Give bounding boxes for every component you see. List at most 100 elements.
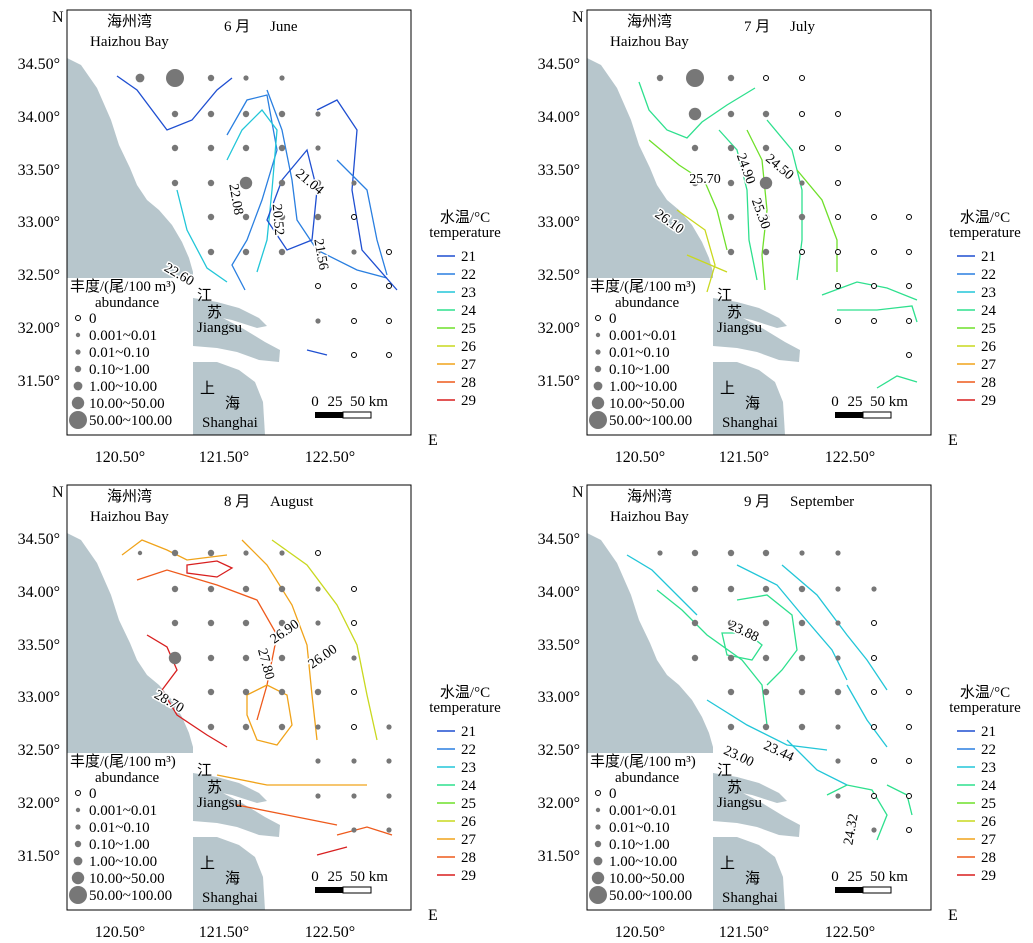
- temp-legend-label: 21: [461, 724, 476, 740]
- station-dot: [763, 75, 769, 81]
- scale-tick: 0: [311, 394, 319, 410]
- station-dot: [207, 144, 215, 152]
- station-dot: [315, 550, 321, 556]
- isotherm-line: [706, 699, 828, 751]
- station-dot: [386, 283, 392, 289]
- station-dot: [242, 585, 250, 593]
- bay-name-en: Haizhou Bay: [90, 509, 169, 525]
- station-dot: [351, 180, 357, 186]
- isotherm-line: [226, 94, 278, 291]
- station-dot: [798, 688, 806, 696]
- abundance-legend-box: [67, 753, 193, 910]
- map-frame: [586, 484, 932, 911]
- temp-legend-label: 29: [461, 393, 476, 409]
- station-dot: [242, 110, 250, 118]
- temp-legend-label: 25: [981, 796, 996, 812]
- station-dot: [207, 654, 215, 662]
- station-dot: [386, 249, 392, 255]
- temp-legend-label: 22: [461, 267, 476, 283]
- province-zh: 江: [197, 287, 212, 304]
- scale-bar-black: [835, 887, 863, 893]
- station-dot: [835, 586, 841, 592]
- legend-dot: [589, 411, 607, 429]
- scale-tick: 0: [311, 869, 319, 885]
- station-dot: [762, 549, 770, 557]
- legend-dot: [75, 349, 81, 355]
- station-dot: [243, 550, 249, 556]
- province-en: Jiangsu: [197, 795, 243, 811]
- legend-dot: [73, 381, 83, 391]
- isotherm-line: [648, 139, 728, 251]
- yangtze-north-bank: [193, 773, 267, 803]
- isotherm-label: 20.52: [269, 203, 287, 236]
- isotherm-line: [306, 349, 328, 356]
- temp-legend-label: 21: [981, 724, 996, 740]
- abundance-class-label: 1.00~10.00: [609, 379, 677, 395]
- station-dot: [351, 689, 357, 695]
- legend-dot: [71, 396, 85, 410]
- station-dot: [835, 111, 841, 117]
- station-dot: [243, 75, 249, 81]
- station-dot: [871, 318, 877, 324]
- isotherm-line: [736, 564, 848, 681]
- station-dot: [835, 318, 841, 324]
- longitude-label: 120.50°: [95, 924, 145, 941]
- isotherm-line: [766, 119, 803, 281]
- isotherm-line: [271, 539, 378, 741]
- station-dot: [871, 724, 877, 730]
- station-dot: [799, 75, 805, 81]
- abundance-class-label: 50.00~100.00: [89, 888, 172, 904]
- city-en: Shanghai: [722, 890, 778, 906]
- legend-dot: [73, 856, 83, 866]
- isotherm-line: [336, 826, 393, 836]
- isotherm-line: [226, 109, 278, 273]
- station-dot: [351, 586, 357, 592]
- isotherm-line: [246, 684, 293, 746]
- station-dot: [171, 549, 179, 557]
- abundance-legend-subtitle: abundance: [615, 295, 679, 311]
- temp-legend-label: 25: [981, 321, 996, 337]
- temp-legend-label: 29: [981, 868, 996, 884]
- station-dot: [871, 758, 877, 764]
- province-zh: 苏: [727, 304, 742, 321]
- legend-dot: [71, 871, 85, 885]
- station-dot: [762, 213, 770, 221]
- month-en: July: [790, 19, 816, 35]
- shanghai-land: [193, 837, 265, 910]
- temp-legend-title: 水温/°C: [960, 209, 1010, 226]
- temp-legend-label: 27: [981, 832, 997, 848]
- station-dot: [207, 248, 215, 256]
- temp-legend-label: 26: [981, 814, 997, 830]
- station-dot: [834, 688, 842, 696]
- station-dot: [242, 723, 250, 731]
- longitude-label: 121.50°: [719, 449, 769, 466]
- temp-legend-label: 21: [981, 249, 996, 265]
- station-dot: [835, 793, 841, 799]
- abundance-legend-title: 丰度/(尾/100 m³): [590, 753, 696, 770]
- isotherm-label: 24.90: [733, 151, 758, 186]
- abundance-class-label: 0: [89, 311, 97, 327]
- longitude-label: 122.50°: [305, 924, 355, 941]
- abundance-class-label: 0: [609, 311, 617, 327]
- province-en: Jiangsu: [717, 795, 763, 811]
- abundance-class-label: 10.00~50.00: [609, 396, 685, 412]
- longitude-label: 121.50°: [199, 449, 249, 466]
- station-dot: [835, 180, 841, 186]
- station-dot: [871, 827, 877, 833]
- scale-bar-white: [862, 886, 892, 894]
- isotherm-line: [746, 129, 768, 291]
- isotherm-line: [316, 99, 398, 291]
- station-dot: [207, 688, 215, 696]
- station-dot: [278, 619, 286, 627]
- legend-dot: [591, 871, 605, 885]
- station-dot: [278, 179, 286, 187]
- temp-legend-label: 23: [981, 285, 996, 301]
- latitude-label: 31.50°: [538, 848, 580, 865]
- station-dot: [278, 248, 286, 256]
- shanghai-land: [713, 837, 785, 910]
- station-dot: [871, 689, 877, 695]
- legend-dot: [69, 411, 87, 429]
